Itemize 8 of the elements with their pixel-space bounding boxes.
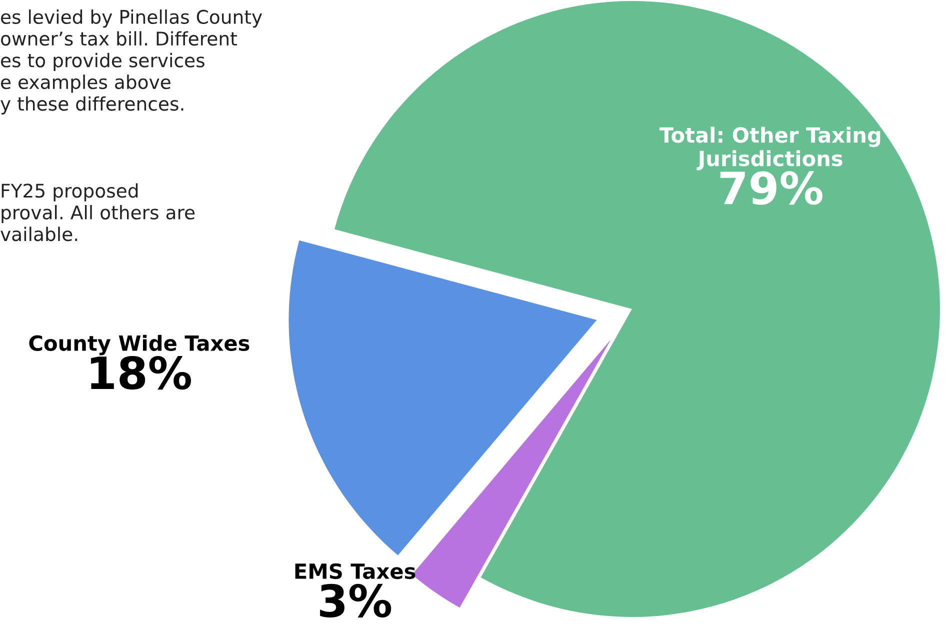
text: es levied by Pinellas County owner’s tax bill. Different es to provide services e examples above y these differences.: [0, 9, 262, 114]
data-label: 79%: [720, 171, 822, 205]
data-label: 3%: [320, 584, 392, 618]
slice-label: County Wide Taxes: [29, 334, 250, 356]
slice-label: Total: Other Taxing Jurisdictions: [659, 126, 880, 170]
slice-label: EMS Taxes: [295, 563, 416, 580]
text: FY25 proposed proval. All others are vailable.: [0, 183, 195, 242]
data-label: 18%: [91, 356, 191, 390]
